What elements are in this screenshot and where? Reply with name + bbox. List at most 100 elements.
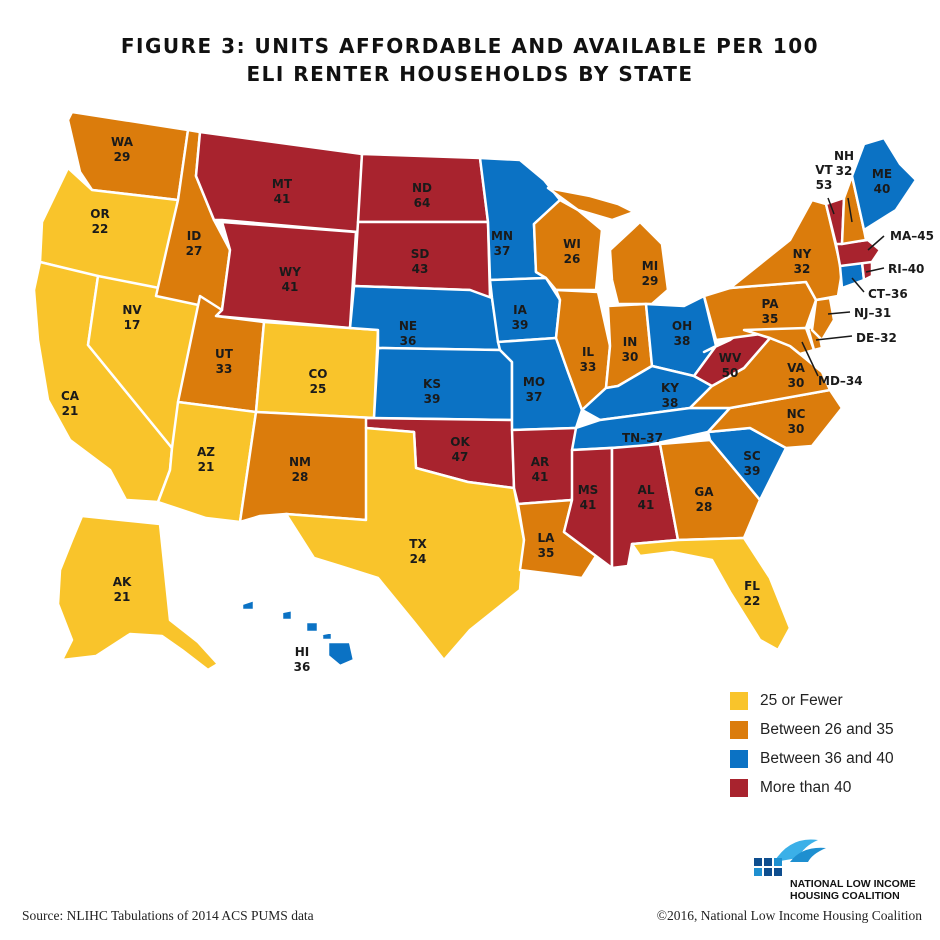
legend-swatch-2 xyxy=(730,720,748,739)
label-az-value: 21 xyxy=(198,460,215,474)
legend-item-3: Between 36 and 40 xyxy=(730,744,894,773)
label-va-value: 30 xyxy=(788,376,805,390)
label-ar-value: 41 xyxy=(532,470,549,484)
label-mo-abbr: MO xyxy=(523,375,545,389)
callout-ma: MA–45 xyxy=(890,229,934,243)
label-ut-abbr: UT xyxy=(215,347,234,361)
label-in-value: 30 xyxy=(622,350,639,364)
callout-tn: TN–37 xyxy=(622,431,663,445)
label-nm-value: 28 xyxy=(292,470,309,484)
callout-line-md xyxy=(801,341,819,377)
state-labels: WA29OR22CA21NV17ID27MT41WY41UT33AZ21CO25… xyxy=(61,135,892,674)
callout-line-ma xyxy=(867,235,885,251)
state-HI[interactable] xyxy=(240,598,356,668)
legend-swatch-1 xyxy=(730,691,748,710)
label-ny-value: 32 xyxy=(794,262,811,276)
label-ca-abbr: CA xyxy=(61,389,80,403)
label-wv-value: 50 xyxy=(722,366,739,380)
label-la-value: 35 xyxy=(538,546,555,560)
label-ak-abbr: AK xyxy=(113,575,132,589)
state-MD[interactable] xyxy=(742,326,816,356)
callout-de: DE–32 xyxy=(856,331,897,345)
label-wa-value: 29 xyxy=(114,150,131,164)
label-nd-value: 64 xyxy=(414,196,431,210)
label-la-abbr: LA xyxy=(538,531,556,545)
label-nv-value: 17 xyxy=(124,318,141,332)
label-wi-value: 26 xyxy=(564,252,581,266)
callout-lines xyxy=(801,197,885,377)
state-NJ[interactable] xyxy=(810,296,836,342)
state-AK[interactable] xyxy=(56,514,220,672)
label-ny-abbr: NY xyxy=(793,247,812,261)
label-ms-value: 41 xyxy=(580,498,597,512)
legend: 25 or Fewer Between 26 and 35 Between 36… xyxy=(730,686,894,802)
figure-title: FIGURE 3: UNITS AFFORDABLE AND AVAILABLE… xyxy=(0,32,940,88)
copyright-note: ©2016, National Low Income Housing Coali… xyxy=(656,908,922,923)
label-al-value: 41 xyxy=(638,498,655,512)
callout-line-ri xyxy=(865,267,885,273)
label-mt-value: 41 xyxy=(274,192,291,206)
callout-line-ct xyxy=(851,277,865,293)
label-nc-value: 30 xyxy=(788,422,805,436)
label-hi-abbr: HI xyxy=(295,645,310,659)
legend-swatch-3 xyxy=(730,749,748,768)
label-nv-abbr: NV xyxy=(122,303,142,317)
callout-line-nj xyxy=(827,311,851,315)
label-nm-abbr: NM xyxy=(289,455,311,469)
label-ks-abbr: KS xyxy=(423,377,441,391)
state-MI[interactable] xyxy=(608,220,670,306)
callout-nj: NJ–31 xyxy=(854,306,891,320)
label-wy-value: 41 xyxy=(282,280,299,294)
label-pa-value: 35 xyxy=(762,312,779,326)
label-sc-abbr: SC xyxy=(743,449,761,463)
state-WI[interactable] xyxy=(532,198,604,292)
label-sd-value: 43 xyxy=(412,262,429,276)
label-al-abbr: AL xyxy=(638,483,655,497)
label-wv-abbr: WV xyxy=(719,351,742,365)
state-FL[interactable] xyxy=(630,536,792,652)
label-co-abbr: CO xyxy=(308,367,327,381)
callout-md: MD–34 xyxy=(818,374,863,388)
legend-item-2: Between 26 and 35 xyxy=(730,715,894,744)
state-GA[interactable] xyxy=(658,438,762,542)
label-tx-value: 24 xyxy=(410,552,427,566)
state-NC[interactable] xyxy=(706,388,844,450)
house-logo-icon xyxy=(754,839,826,876)
label-ut-value: 33 xyxy=(216,362,233,376)
label-pa-abbr: PA xyxy=(762,297,780,311)
legend-label-3: Between 36 and 40 xyxy=(760,749,894,767)
label-va-abbr: VA xyxy=(787,361,805,375)
state-KS[interactable] xyxy=(372,346,514,422)
label-or-value: 22 xyxy=(92,222,109,236)
label-il-value: 33 xyxy=(580,360,597,374)
label-tx-abbr: TX xyxy=(409,537,427,551)
label-ga-abbr: GA xyxy=(694,485,714,499)
title-line-2: ELI RENTER HOUSEHOLDS BY STATE xyxy=(246,62,694,86)
label-or-abbr: OR xyxy=(90,207,109,221)
label-ms-abbr: MS xyxy=(578,483,599,497)
label-mi-abbr: MI xyxy=(642,259,658,273)
state-ME[interactable] xyxy=(850,136,918,232)
state-TX[interactable] xyxy=(284,426,526,662)
legend-label-1: 25 or Fewer xyxy=(760,691,843,709)
callout-line-vt xyxy=(827,197,835,215)
logo-text: NATIONAL LOW INCOME HOUSING COALITION xyxy=(790,878,916,902)
label-ok-abbr: OK xyxy=(450,435,470,449)
label-co-value: 25 xyxy=(310,382,327,396)
label-id-value: 27 xyxy=(186,244,203,258)
label-mo-value: 37 xyxy=(526,390,543,404)
label-sc-value: 39 xyxy=(744,464,761,478)
label-ok-value: 47 xyxy=(452,450,469,464)
source-note: Source: NLIHC Tabulations of 2014 ACS PU… xyxy=(22,908,314,923)
label-ne-abbr: NE xyxy=(399,319,417,333)
label-nd-abbr: ND xyxy=(412,181,432,195)
state-NH[interactable] xyxy=(840,174,868,246)
label-az-abbr: AZ xyxy=(197,445,215,459)
callout-line-nh xyxy=(847,197,853,223)
label-wi-abbr: WI xyxy=(563,237,581,251)
label-nh-abbr: NH xyxy=(834,149,854,163)
logo-line-1: NATIONAL LOW INCOME xyxy=(790,878,916,890)
state-MI-UP[interactable] xyxy=(546,186,636,222)
label-ks-value: 39 xyxy=(424,392,441,406)
